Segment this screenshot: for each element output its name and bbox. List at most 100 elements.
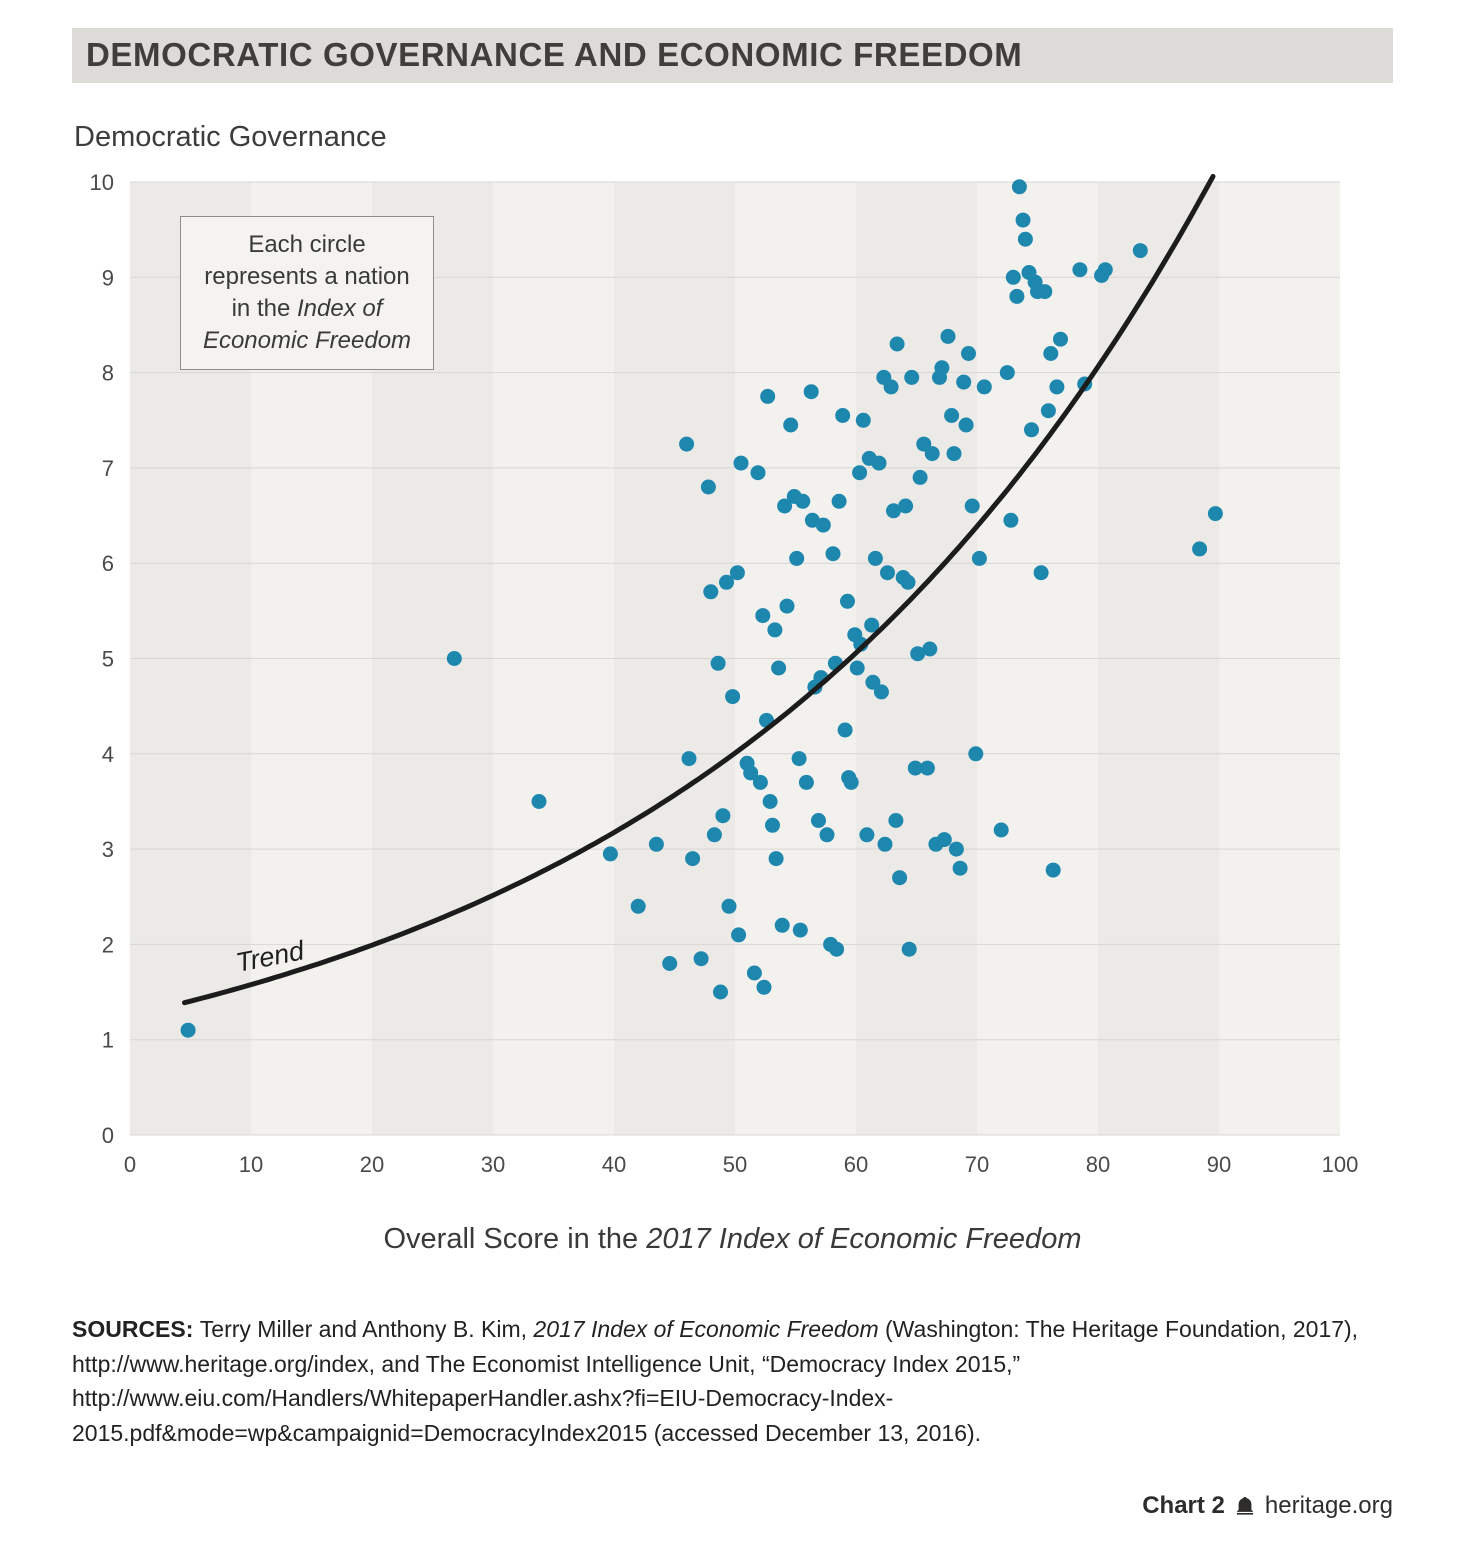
data-point (792, 922, 808, 938)
y-tick-label: 7 (102, 456, 114, 481)
data-point (180, 1022, 196, 1038)
data-point (961, 346, 976, 361)
heritage-link[interactable]: heritage.org (1264, 1492, 1393, 1519)
data-point (762, 794, 778, 809)
data-point (731, 927, 747, 943)
data-point (888, 813, 904, 828)
data-point (877, 836, 893, 852)
data-point (733, 455, 749, 471)
annotation-text: in the (231, 294, 297, 322)
data-point (681, 751, 697, 767)
sources-text: SOURCES: Terry Miller and Anthony B. Kim… (72, 1312, 1393, 1450)
annotation-text: Index of (296, 294, 383, 322)
footer: Chart 2 heritage.org (72, 1492, 1393, 1520)
data-point (1053, 331, 1068, 347)
x-axis-title: Overall Score in the 2017 Index of Econo… (72, 1223, 1393, 1256)
data-point (835, 408, 851, 423)
sources-segment: SOURCES: (72, 1316, 200, 1342)
data-point (944, 408, 960, 423)
data-point (898, 498, 914, 514)
data-point (865, 674, 881, 690)
annotation-box: Each circle represents a nation in the Ind… (180, 216, 434, 370)
data-point (907, 760, 923, 776)
data-point (900, 574, 916, 590)
data-point (840, 593, 855, 609)
data-point (1207, 506, 1223, 522)
x-tick-label: 10 (239, 1152, 263, 1177)
page-title: DEMOCRATIC GOVERNANCE AND ECONOMIC FREED… (86, 36, 1023, 73)
data-point (755, 608, 771, 624)
data-point (729, 565, 745, 581)
data-point (783, 417, 799, 433)
data-point (1132, 243, 1148, 259)
data-point (940, 328, 956, 344)
y-tick-label: 4 (102, 742, 114, 767)
data-point (1037, 284, 1053, 300)
data-point (819, 827, 835, 843)
data-point (693, 951, 709, 967)
chart-number: Chart 2 (1142, 1492, 1225, 1519)
data-point (752, 774, 768, 790)
data-point (815, 517, 831, 533)
x-tick-label: 20 (360, 1152, 384, 1177)
data-point (750, 465, 766, 481)
data-point (934, 360, 950, 376)
data-point (855, 412, 871, 428)
data-point (883, 379, 899, 395)
data-point (1005, 269, 1021, 285)
data-point (685, 851, 701, 867)
x-tick-label: 0 (124, 1152, 136, 1177)
data-point (1017, 231, 1033, 247)
data-point (952, 860, 968, 876)
data-point (795, 493, 811, 509)
y-tick-label: 8 (102, 361, 114, 386)
title-band: DEMOCRATIC GOVERNANCE AND ECONOMIC FREED… (72, 28, 1393, 83)
data-point (968, 746, 984, 762)
sources-segment: (Washington: The Heritage Foundation, 20… (72, 1316, 1359, 1446)
data-point (777, 498, 793, 514)
data-point (700, 479, 716, 495)
data-point (743, 765, 759, 781)
data-point (789, 550, 805, 566)
data-point (886, 503, 901, 519)
data-point (873, 684, 889, 700)
data-point (725, 689, 741, 705)
data-point (719, 574, 734, 590)
data-point (971, 550, 987, 566)
x-tick-label: 70 (965, 1152, 989, 1177)
x-tick-label: 80 (1086, 1152, 1110, 1177)
annotation-text: Economic Freedom (202, 326, 412, 354)
data-point (956, 374, 972, 390)
data-point (1040, 403, 1056, 419)
data-point (746, 965, 762, 981)
sources-segment: 2017 Index of Economic Freedom (533, 1316, 879, 1342)
data-point (1043, 346, 1059, 361)
data-point (880, 565, 895, 581)
data-point (904, 369, 920, 385)
data-point (721, 898, 737, 914)
y-tick-label: 0 (102, 1123, 114, 1148)
data-point (910, 646, 926, 662)
data-point (852, 465, 868, 481)
data-point (825, 546, 841, 562)
data-point (889, 336, 905, 352)
data-point (713, 984, 728, 1000)
data-point (829, 941, 845, 957)
data-point (1045, 862, 1061, 878)
x-tick-label: 30 (481, 1152, 505, 1177)
data-point (871, 455, 887, 471)
data-point (999, 365, 1015, 381)
x-tick-label: 90 (1207, 1152, 1231, 1177)
data-point (774, 917, 790, 933)
data-point (892, 870, 908, 886)
data-point (715, 808, 731, 824)
data-point (662, 956, 678, 971)
data-point (703, 584, 719, 600)
data-point (993, 822, 1009, 838)
annotation-text: Each circle (248, 231, 366, 258)
data-point (803, 384, 819, 400)
data-point (843, 774, 859, 790)
data-point (760, 388, 776, 404)
data-point (771, 660, 787, 676)
data-point (946, 446, 962, 462)
